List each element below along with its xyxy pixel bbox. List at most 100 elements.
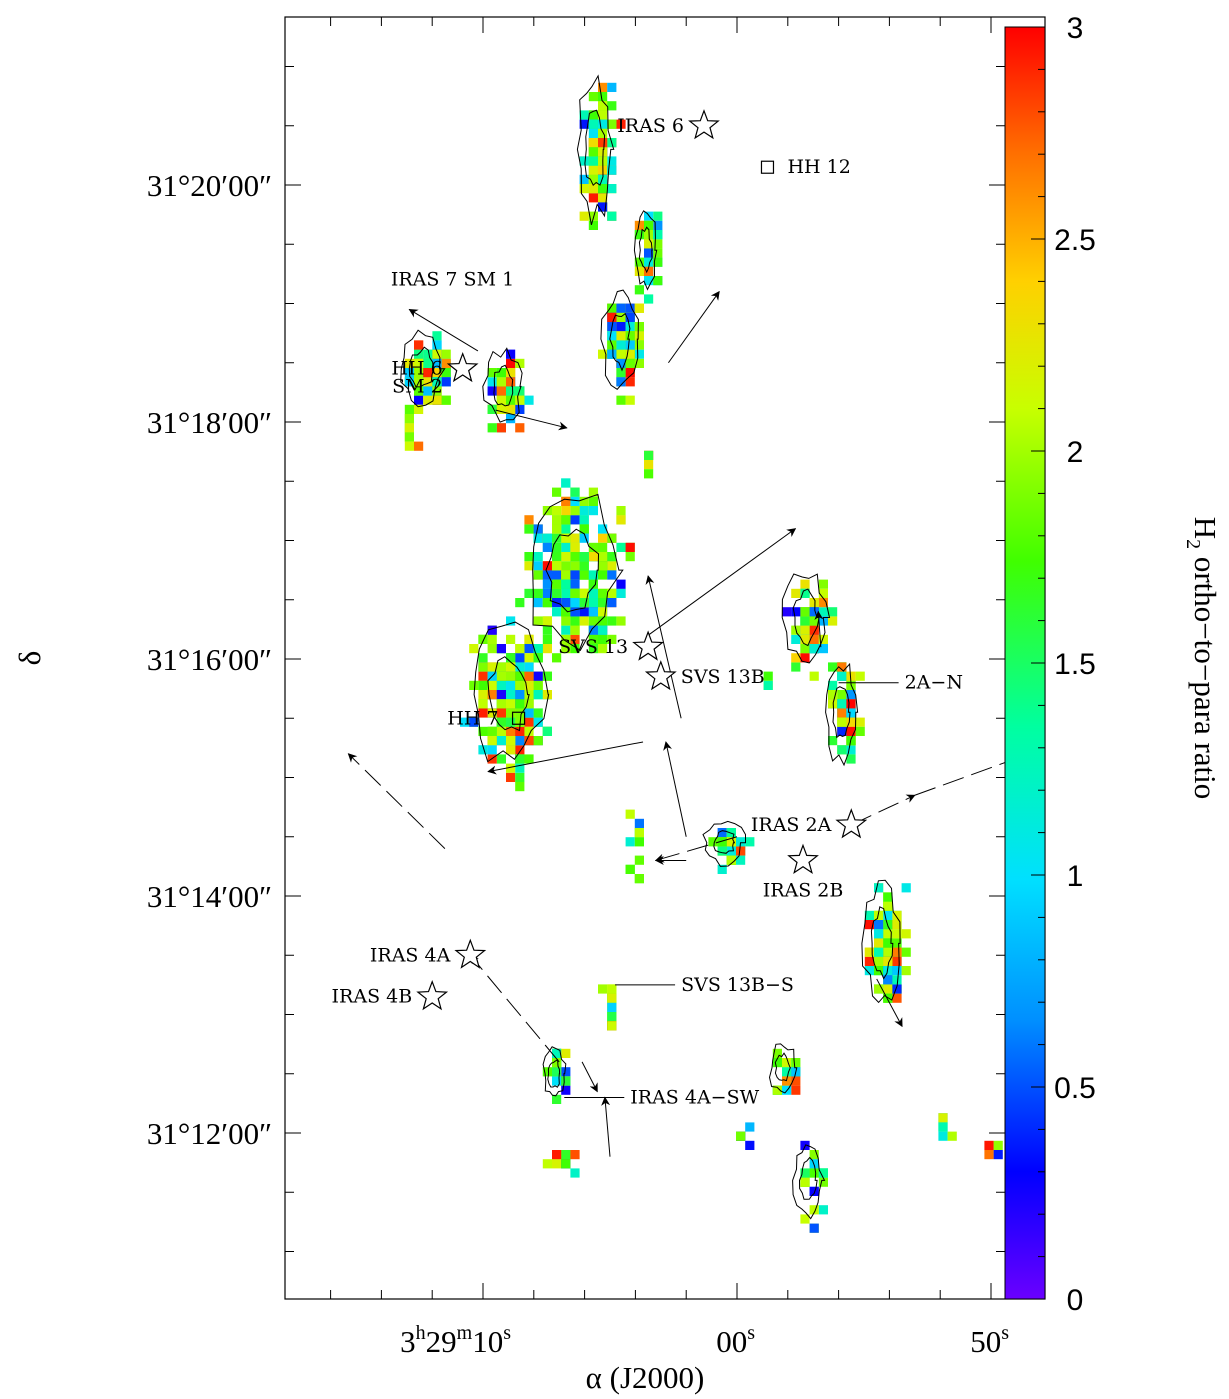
opr-pixel <box>818 1177 828 1187</box>
opr-pixel <box>487 745 497 755</box>
opr-pixel <box>607 349 617 359</box>
opr-pixel <box>653 248 663 258</box>
opr-pixel <box>506 772 516 782</box>
opr-pixel <box>588 128 598 138</box>
opr-pixel <box>588 174 598 184</box>
opr-pixel <box>524 708 534 718</box>
opr-pixel <box>717 828 727 838</box>
opr-pixel <box>791 1058 801 1068</box>
opr-pixel <box>846 717 856 727</box>
opr-pixel <box>607 533 617 543</box>
opr-pixel <box>478 690 488 700</box>
opr-pixel <box>588 625 598 635</box>
opr-pixel <box>404 414 414 424</box>
opr-pixel <box>625 809 635 819</box>
opr-pixel <box>864 966 874 976</box>
opr-pixel <box>598 634 608 644</box>
opr-pixel <box>717 846 727 856</box>
opr-pixel <box>616 119 626 129</box>
opr-pixel <box>809 671 819 681</box>
outflow-arrow <box>663 741 687 837</box>
opr-pixel <box>938 1113 948 1123</box>
opr-pixel <box>874 956 884 966</box>
opr-pixel <box>506 736 516 746</box>
opr-pixel <box>570 487 580 497</box>
h2-contour <box>493 364 514 407</box>
source-box-marker <box>511 711 526 725</box>
opr-pixel <box>570 644 580 654</box>
opr-pixel <box>588 506 598 516</box>
source-star-marker <box>644 660 677 691</box>
colorbar-tick-label: 1.5 <box>1054 648 1096 681</box>
opr-pixel <box>598 598 608 608</box>
opr-pixel <box>855 726 865 736</box>
opr-pixel <box>800 1177 810 1187</box>
opr-pixel <box>800 625 810 635</box>
opr-pixel <box>644 230 654 240</box>
colorbar-ticks <box>1031 26 1045 1300</box>
opr-pixel <box>552 579 562 589</box>
opr-pixel <box>791 634 801 644</box>
opr-pixel <box>515 708 525 718</box>
opr-pixel <box>874 920 884 930</box>
source-star-marker <box>787 843 819 874</box>
opr-pixel <box>487 386 497 396</box>
opr-pixel <box>561 1048 571 1058</box>
opr-pixel <box>800 1168 810 1178</box>
opr-pixel <box>644 248 654 258</box>
opr-pixel <box>561 579 571 589</box>
opr-pixel <box>432 368 442 378</box>
opr-pixel <box>506 662 516 672</box>
opr-pixel <box>782 607 792 617</box>
opr-pixel <box>441 349 451 359</box>
h2-contour <box>774 1052 792 1082</box>
source-star-marker <box>446 351 479 383</box>
opr-pixel <box>533 708 543 718</box>
source-star-marker <box>454 938 487 969</box>
opr-pixel <box>561 478 571 488</box>
opr-pixel <box>846 699 856 709</box>
y-tick-label: 31°16′00″ <box>147 642 272 677</box>
opr-pixel <box>588 644 598 654</box>
colorbar-tick-label: 1 <box>1067 860 1084 893</box>
h2-contour <box>487 656 530 732</box>
opr-pixel <box>772 1048 782 1058</box>
opr-pixel <box>579 506 589 516</box>
opr-pixel <box>404 432 414 442</box>
colorbar-title-rest: ortho−to−para ratio <box>1188 549 1223 799</box>
opr-pixel <box>496 717 506 727</box>
opr-pixel <box>533 588 543 598</box>
y-axis-title: δ <box>12 651 47 666</box>
opr-pixel <box>469 680 479 690</box>
opr-pixel <box>892 920 902 930</box>
opr-pixel <box>892 929 902 939</box>
opr-pixel <box>625 312 635 322</box>
opr-pixel <box>828 662 838 672</box>
opr-pixel <box>993 1150 1003 1160</box>
opr-pixel <box>717 837 727 847</box>
h2-contour <box>545 528 600 613</box>
opr-pixel <box>533 616 543 626</box>
h2-contour <box>825 662 859 767</box>
opr-pixel <box>809 1168 819 1178</box>
opr-pixel <box>423 395 433 405</box>
opr-pixel <box>487 368 497 378</box>
opr-pixel <box>625 349 635 359</box>
source-box-marker <box>760 160 775 174</box>
opr-pixel <box>524 515 534 525</box>
opr-pixel <box>846 690 856 700</box>
opr-pixel <box>515 699 525 709</box>
opr-pixel <box>883 892 893 902</box>
opr-pixel <box>598 588 608 598</box>
opr-pixel <box>533 736 543 746</box>
opr-pixel <box>625 358 635 368</box>
opr-pixel <box>561 588 571 598</box>
opr-pixel <box>552 552 562 562</box>
opr-pixel <box>616 515 626 525</box>
opr-pixel <box>515 690 525 700</box>
opr-pixel <box>736 837 746 847</box>
opr-pixel <box>616 616 626 626</box>
opr-pixel <box>607 993 617 1003</box>
opr-pixel <box>625 340 635 350</box>
